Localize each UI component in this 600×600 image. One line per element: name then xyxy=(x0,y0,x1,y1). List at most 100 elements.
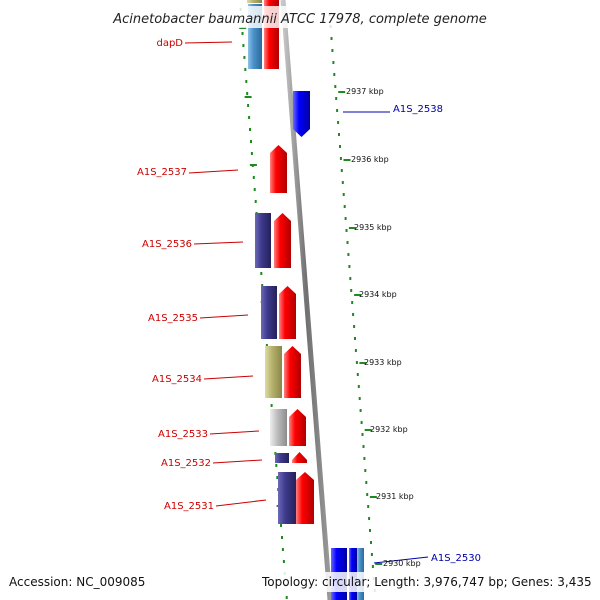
inner-track-dot xyxy=(242,44,245,47)
outer-track-dot xyxy=(360,421,363,424)
outer-track-dot xyxy=(332,61,335,64)
outer-track-dot xyxy=(344,217,347,220)
tick-label-2931: 2931 kbp xyxy=(376,492,414,501)
cds-A1S_2534[interactable] xyxy=(284,346,301,398)
inner-track-dot xyxy=(247,104,250,107)
inner-track-dot xyxy=(285,596,288,599)
gene-label-A1S_2533[interactable]: A1S_2533 xyxy=(158,429,208,440)
genome-info-label: Topology: circular; Length: 3,976,747 bp… xyxy=(262,575,592,589)
gene-label-A1S_2537[interactable]: A1S_2537 xyxy=(137,167,187,178)
inner-track-dot xyxy=(260,272,263,275)
cds-A1S_2537[interactable] xyxy=(270,145,287,193)
leader-A1S_2533 xyxy=(209,430,260,435)
outer-track-dot xyxy=(358,397,361,400)
outer-track-dot xyxy=(334,85,337,88)
cog-bar-A1S_2534[interactable] xyxy=(265,346,282,398)
inner-track-dot xyxy=(250,140,252,143)
tick-label-2934: 2934 kbp xyxy=(359,290,397,299)
gene-label-A1S_2530[interactable]: A1S_2530 xyxy=(431,553,481,564)
cog-bar-A1S_2535[interactable] xyxy=(261,286,277,339)
inner-track-dot xyxy=(249,128,251,131)
leader-A1S_2532 xyxy=(212,459,263,464)
inner-track-dot xyxy=(243,56,246,59)
outer-track-dot xyxy=(331,49,334,52)
leader-A1S_2534 xyxy=(203,375,254,380)
outer-track-dot xyxy=(349,277,352,280)
outer-track-dot xyxy=(369,529,371,532)
outer-track-dot xyxy=(365,481,368,484)
inner-track-dot xyxy=(253,188,256,191)
kbp-tick-labels: 2937 kbp 2936 kbp 2935 kbp 2934 kbp 2933… xyxy=(346,87,421,568)
inner-track-dot xyxy=(281,548,284,551)
gene-label-dapD[interactable]: dapD xyxy=(156,38,183,49)
gene-label-A1S_2535[interactable]: A1S_2535 xyxy=(148,313,198,324)
outer-track-dot xyxy=(336,109,339,112)
outer-track-dot xyxy=(346,241,349,244)
outer-track-dot xyxy=(335,97,338,100)
outer-track-dot xyxy=(337,121,340,124)
tick-label-2937: 2937 kbp xyxy=(346,87,384,96)
outer-track-dot xyxy=(347,253,350,256)
inner-track-dot xyxy=(282,560,285,563)
cds-A1S_2531[interactable] xyxy=(296,472,314,524)
tick-label-2933: 2933 kbp xyxy=(364,358,402,367)
outer-track-dot xyxy=(341,181,344,184)
outer-track-dot xyxy=(340,169,343,172)
tick-label-2930: 2930 kbp xyxy=(383,559,421,568)
inner-track-dot xyxy=(248,116,251,119)
cds-A1S_2538[interactable] xyxy=(293,91,310,137)
outer-track-dot xyxy=(343,205,346,208)
leader-A1S_2531 xyxy=(215,499,267,507)
label-leader-lines xyxy=(184,41,429,564)
accession-label: Accession: NC_009085 xyxy=(9,575,146,589)
outer-track-dot xyxy=(367,505,370,508)
outer-dotted-track xyxy=(328,13,376,592)
gene-label-A1S_2536[interactable]: A1S_2536 xyxy=(142,239,192,250)
outer-track-dot xyxy=(370,541,372,544)
cds-A1S_2533[interactable] xyxy=(289,409,306,446)
cog-bar-A1S_2536[interactable] xyxy=(255,213,271,268)
inner-track-dot xyxy=(241,32,244,35)
cog-bar-A1S_2532[interactable] xyxy=(275,453,289,463)
outer-track-dot xyxy=(370,553,373,556)
inner-track-dot xyxy=(250,152,253,155)
outer-track-dot xyxy=(363,457,366,460)
cds-A1S_2532[interactable] xyxy=(292,452,307,463)
inner-track-dot xyxy=(252,176,255,179)
outer-track-dot xyxy=(345,229,348,232)
gene-label-A1S_2538[interactable]: A1S_2538 xyxy=(393,104,443,115)
cog-bar-olive-top[interactable] xyxy=(247,0,262,3)
gene-label-A1S_2531[interactable]: A1S_2531 xyxy=(164,501,214,512)
outer-track-dot xyxy=(348,265,351,268)
inner-track-dot xyxy=(254,200,257,203)
outer-track-dot xyxy=(351,301,354,304)
outer-track-dot xyxy=(359,409,362,412)
outer-track-dot xyxy=(342,193,345,196)
outer-track-dot xyxy=(339,145,341,148)
gene-labels: dapD A1S_2538 A1S_2537 A1S_2536 A1S_2535… xyxy=(137,38,481,564)
outer-track-dot xyxy=(353,325,356,328)
outer-track-dot xyxy=(333,73,336,76)
gene-label-A1S_2534[interactable]: A1S_2534 xyxy=(152,374,202,385)
outer-track-dot xyxy=(339,157,342,160)
outer-track-dot xyxy=(354,337,356,340)
outer-track-dot xyxy=(364,469,367,472)
outer-track-dot xyxy=(355,361,358,364)
inner-track-dot xyxy=(276,476,279,479)
leader-A1S_2530 xyxy=(373,556,429,564)
gene-label-A1S_2532[interactable]: A1S_2532 xyxy=(161,458,211,469)
leader-dapD xyxy=(184,41,233,44)
cog-bar-A1S_2531[interactable] xyxy=(278,472,296,524)
outer-track-dot xyxy=(352,313,355,316)
title-background xyxy=(95,6,505,28)
inner-track-dot xyxy=(265,344,268,347)
outer-track-dot xyxy=(338,133,340,136)
leader-A1S_2535 xyxy=(199,314,249,319)
inner-track-dot xyxy=(281,536,283,539)
footer-background-left xyxy=(4,572,174,592)
cds-A1S_2535[interactable] xyxy=(279,286,296,339)
inner-track-dot xyxy=(244,68,247,71)
outer-track-dot xyxy=(350,289,353,292)
cds-A1S_2536[interactable] xyxy=(274,213,291,268)
cog-bar-A1S_2533[interactable] xyxy=(270,409,287,446)
